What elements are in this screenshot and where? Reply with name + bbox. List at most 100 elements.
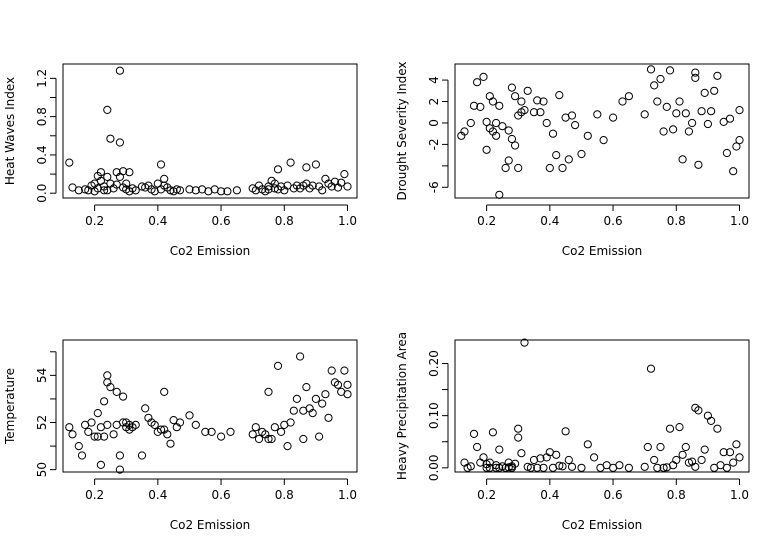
data-point [707,107,716,116]
data-point [684,127,694,136]
data-point [115,138,125,147]
data-point [495,101,504,110]
data-point [318,399,327,408]
data-point [672,455,681,465]
data-point [536,108,545,117]
data-point [599,136,608,145]
x-tick-label: 0.6 [212,214,231,228]
plot-frame [62,63,358,199]
data-point [226,427,235,436]
data-point [533,463,542,472]
data-point [270,423,279,432]
data-point [735,106,744,115]
data-point [558,462,567,471]
data-point [251,423,260,432]
data-point [735,136,744,145]
data-point [321,390,330,399]
data-point [115,465,125,474]
data-point [523,86,532,95]
data-point [156,160,166,169]
data-point [681,109,690,118]
data-point [624,463,634,472]
data-point [555,461,564,470]
data-point [646,364,656,373]
plot-frame [62,339,358,473]
x-axis: 0.2 0.4 0.6 0.8 1.0 [477,478,749,502]
data-point [172,185,181,194]
data-point [517,449,526,458]
data-point [713,71,722,80]
data-point [141,404,150,413]
panel-drought-severity: 0.2 0.4 0.6 0.8 1.0 -6 -2 0 2 4 Co2 Emission Dro… [395,61,750,258]
y-tick-label: 0.8 [35,107,49,126]
y-axis: -6 -2 0 2 4 [427,76,449,193]
data-point [691,73,700,83]
x-tick-label: 0.6 [212,488,231,502]
data-point [150,420,159,429]
data-point [333,380,343,389]
data-point [340,170,349,179]
data-point [492,131,501,140]
data-point [479,72,488,82]
data-point [318,186,327,195]
x-tick-label: 0.4 [540,214,559,228]
data-point [77,451,87,460]
data-point [618,97,627,106]
data-point [694,406,703,415]
data-point [590,453,599,462]
data-point [476,102,485,112]
data-point [729,167,738,176]
x-tick-label: 1.0 [730,214,749,228]
data-point [315,432,324,441]
data-point [697,107,706,116]
data-point [725,114,735,123]
y-tick-label: 0.00 [427,454,441,481]
data-point [96,460,106,469]
data-point [223,187,232,196]
x-axis: 0.2 0.4 0.6 0.8 1.0 [85,204,357,228]
plot-frame [454,63,750,199]
data-point [722,148,732,158]
data-point [324,413,333,422]
data-point [735,453,744,462]
data-point [311,160,320,169]
data-point [302,163,311,172]
data-point [191,420,200,429]
data-point [264,387,273,396]
y-axis: 0.0 0.4 0.8 1.2 [35,69,57,203]
x-tick-label: 0.4 [148,214,167,228]
data-point [523,462,532,471]
data-point [283,442,292,451]
data-point [485,92,494,101]
data-point [308,181,317,190]
data-point [571,121,580,130]
data-point [217,432,226,441]
data-point [115,451,125,460]
data-point [552,151,561,160]
data-point [100,432,109,441]
x-tick-label: 0.2 [477,488,496,502]
y-tick-label: 0.4 [35,145,49,164]
data-point [653,97,662,106]
y-tick-label: 4 [427,76,441,84]
data-point [125,168,134,177]
x-tick-label: 0.6 [604,488,623,502]
data-point [504,126,513,135]
data-point [555,91,564,100]
panel-heat-waves: 0.2 0.4 0.6 0.8 1.0 0.0 0.4 0.8 1.2 Co2 Emissio… [3,63,358,258]
data-point [302,383,311,392]
data-point [659,463,668,472]
panel-heavy-precipitation: 0.2 0.4 0.6 0.8 1.0 0.00 0.10 0.20 Co2 Emissio… [395,332,750,532]
data-point [217,187,226,196]
x-tick-label: 0.8 [667,488,686,502]
data-point [510,141,520,150]
data-point [175,186,185,195]
data-point [526,463,536,472]
y-tick-label: 0.20 [427,350,441,377]
data-point [96,168,106,177]
data-point [567,111,577,120]
y-axis-label: Temperature [3,368,17,445]
x-tick-label: 0.8 [667,214,686,228]
data-point [583,131,592,140]
data-point [732,440,741,449]
